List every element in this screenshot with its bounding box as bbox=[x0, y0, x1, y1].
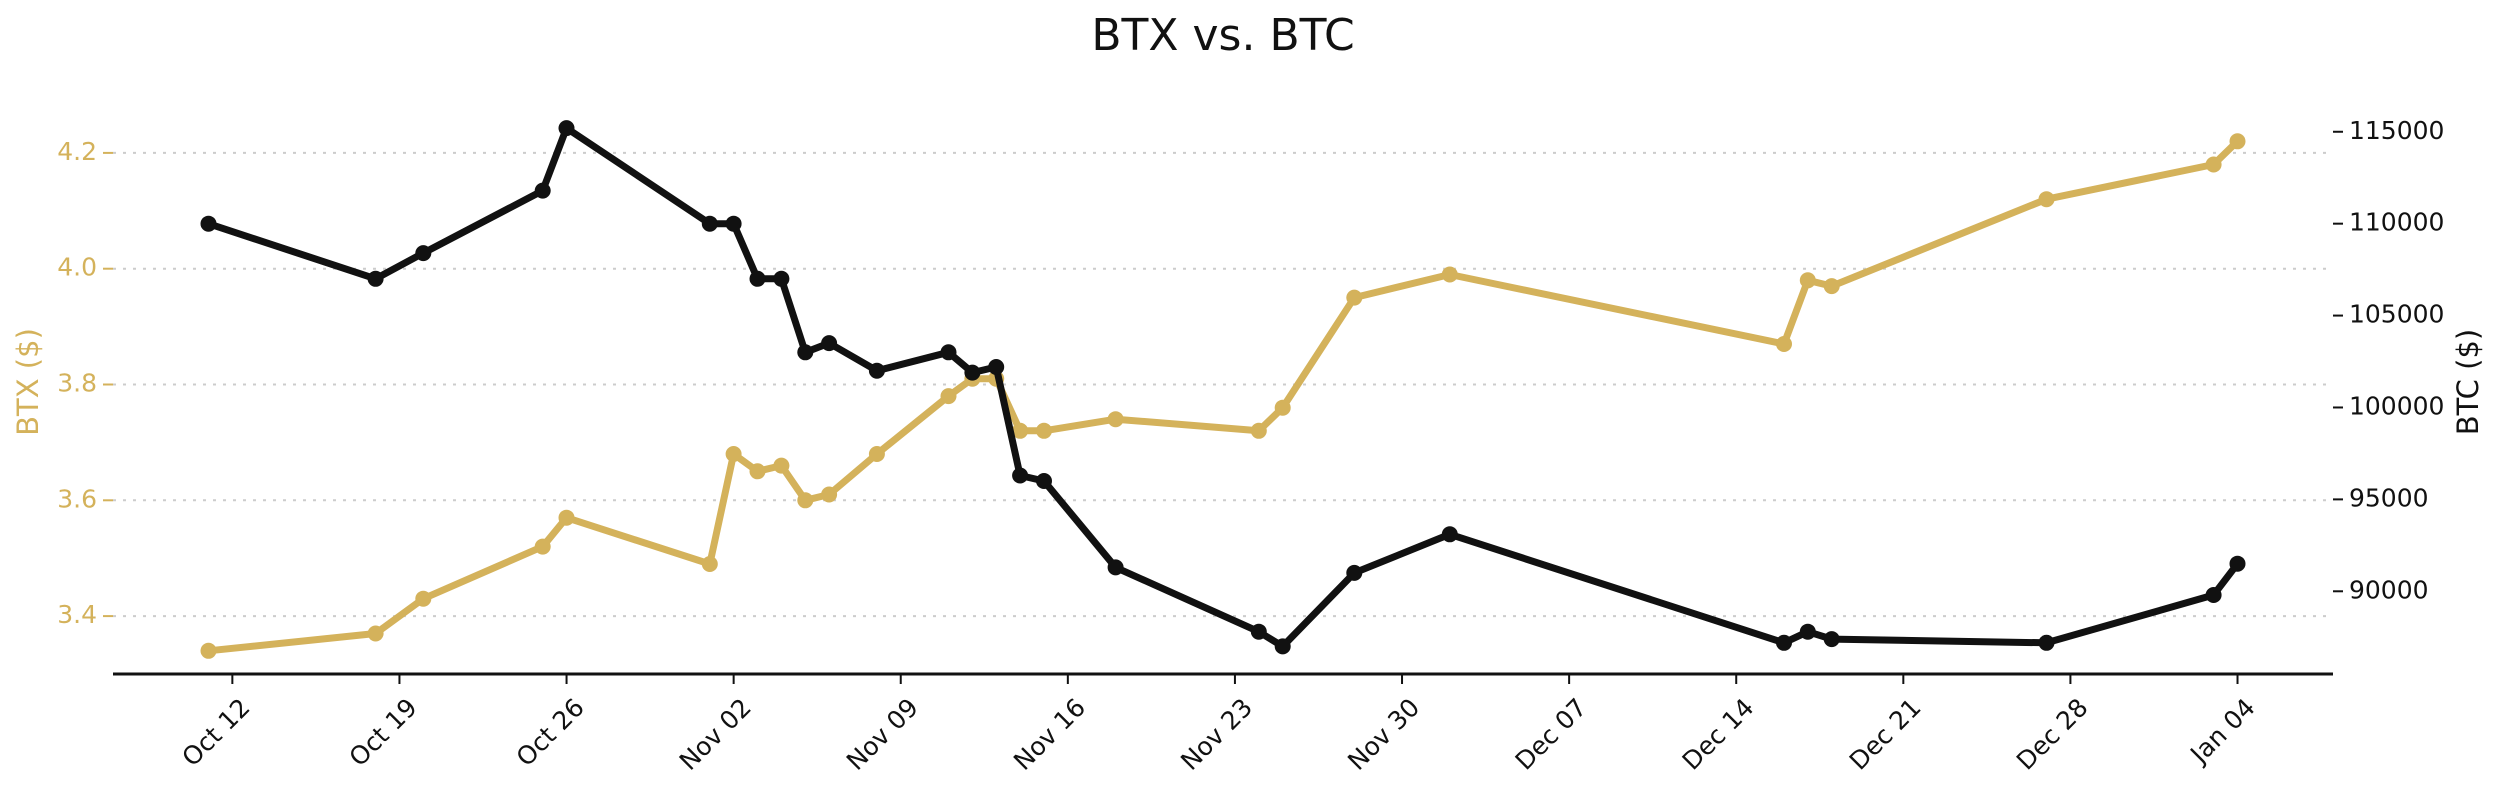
data-point bbox=[1107, 411, 1124, 428]
x-tick-label: Oct 26 bbox=[511, 693, 590, 772]
data-point bbox=[534, 182, 551, 199]
x-tick-label: Nov 09 bbox=[841, 693, 924, 776]
data-point bbox=[725, 446, 742, 462]
data-point bbox=[200, 215, 217, 232]
left-y-tick-label: 4.2 bbox=[57, 137, 97, 166]
data-point bbox=[1107, 559, 1124, 576]
left-y-axis-ticks: 3.4 3.6 3.8 4.0 4.2 bbox=[57, 137, 113, 629]
data-point bbox=[1012, 422, 1029, 439]
right-y-axis-label: BTC ($) bbox=[2451, 329, 2485, 435]
x-tick-label: Nov 30 bbox=[1342, 693, 1425, 776]
left-y-tick-label: 4.0 bbox=[57, 253, 97, 282]
data-point bbox=[1036, 473, 1052, 489]
right-y-tick-label: 115000 bbox=[2349, 116, 2444, 145]
x-tick-label: Nov 02 bbox=[674, 693, 757, 776]
left-y-axis-label: BTX ($) bbox=[11, 328, 45, 436]
left-y-tick-label: 3.6 bbox=[57, 484, 97, 513]
data-point bbox=[1776, 634, 1792, 651]
gridlines bbox=[113, 151, 2333, 618]
series-left-axis bbox=[200, 133, 2246, 659]
x-axis-ticks: Oct 12 Oct 19 Oct 26 Nov 02 Nov 09 Nov 16 Nov … bbox=[176, 674, 2261, 776]
series-line bbox=[205, 124, 2241, 650]
data-point bbox=[821, 335, 838, 352]
right-y-tick-label: 105000 bbox=[2349, 300, 2444, 329]
data-point bbox=[868, 446, 885, 462]
x-tick-label: Oct 19 bbox=[344, 693, 423, 772]
data-point bbox=[1346, 564, 1363, 581]
data-point bbox=[1250, 422, 1267, 439]
x-tick-label: Nov 23 bbox=[1175, 693, 1258, 776]
data-point bbox=[367, 625, 384, 642]
right-y-tick-label: 90000 bbox=[2349, 575, 2429, 604]
data-point bbox=[988, 359, 1005, 375]
data-point bbox=[558, 509, 575, 526]
x-tick-label: Dec 28 bbox=[2011, 693, 2094, 776]
x-tick-label: Nov 16 bbox=[1008, 693, 1091, 776]
data-point bbox=[1799, 623, 1816, 640]
data-point bbox=[749, 270, 766, 287]
data-point bbox=[558, 120, 575, 137]
data-point bbox=[1250, 623, 1267, 640]
x-tick-label: Dec 07 bbox=[1510, 693, 1593, 776]
data-point bbox=[2229, 555, 2246, 572]
data-point bbox=[940, 388, 957, 405]
data-point bbox=[773, 270, 790, 287]
right-y-axis-ticks: 90000 95000 100000 105000 110000 115000 bbox=[2333, 116, 2444, 604]
data-point bbox=[534, 538, 551, 555]
right-y-tick-label: 110000 bbox=[2349, 208, 2444, 237]
data-point bbox=[2038, 634, 2055, 651]
data-point bbox=[797, 344, 814, 361]
data-point bbox=[2205, 156, 2222, 173]
data-point bbox=[367, 270, 384, 287]
data-point bbox=[773, 457, 790, 474]
data-point bbox=[1441, 526, 1458, 543]
data-point bbox=[964, 364, 981, 381]
data-point bbox=[1441, 266, 1458, 283]
chart-title: BTX vs. BTC bbox=[1091, 10, 1354, 61]
data-point bbox=[1274, 638, 1291, 655]
x-tick-label: Jan 04 bbox=[2183, 693, 2260, 770]
data-point bbox=[1012, 467, 1029, 484]
data-point bbox=[1823, 278, 1840, 295]
data-point bbox=[415, 245, 432, 262]
data-point bbox=[821, 486, 838, 503]
left-y-tick-label: 3.4 bbox=[57, 600, 97, 629]
data-point bbox=[1036, 422, 1052, 439]
data-point bbox=[749, 463, 766, 480]
data-point bbox=[2205, 587, 2222, 603]
series-layer bbox=[200, 120, 2246, 659]
data-point bbox=[701, 556, 718, 572]
data-point bbox=[940, 344, 957, 361]
data-point bbox=[868, 362, 885, 379]
data-point bbox=[2229, 133, 2246, 150]
data-point bbox=[1799, 272, 1816, 289]
left-y-tick-label: 3.8 bbox=[57, 369, 97, 398]
x-tick-label: Dec 14 bbox=[1677, 693, 1760, 776]
x-tick-label: Oct 12 bbox=[176, 693, 255, 772]
data-point bbox=[415, 590, 432, 607]
series-right-axis bbox=[200, 120, 2246, 655]
series-line bbox=[205, 137, 2241, 655]
data-point bbox=[1346, 289, 1363, 306]
right-y-tick-label: 95000 bbox=[2349, 483, 2429, 512]
data-point bbox=[701, 215, 718, 232]
data-point bbox=[2038, 191, 2055, 208]
right-y-tick-label: 100000 bbox=[2349, 391, 2444, 420]
data-point bbox=[1274, 399, 1291, 416]
x-tick-label: Dec 21 bbox=[1844, 693, 1927, 776]
data-point bbox=[1776, 336, 1792, 352]
data-point bbox=[1823, 631, 1840, 648]
data-point bbox=[200, 642, 217, 659]
data-point bbox=[725, 215, 742, 232]
data-point bbox=[797, 492, 814, 509]
